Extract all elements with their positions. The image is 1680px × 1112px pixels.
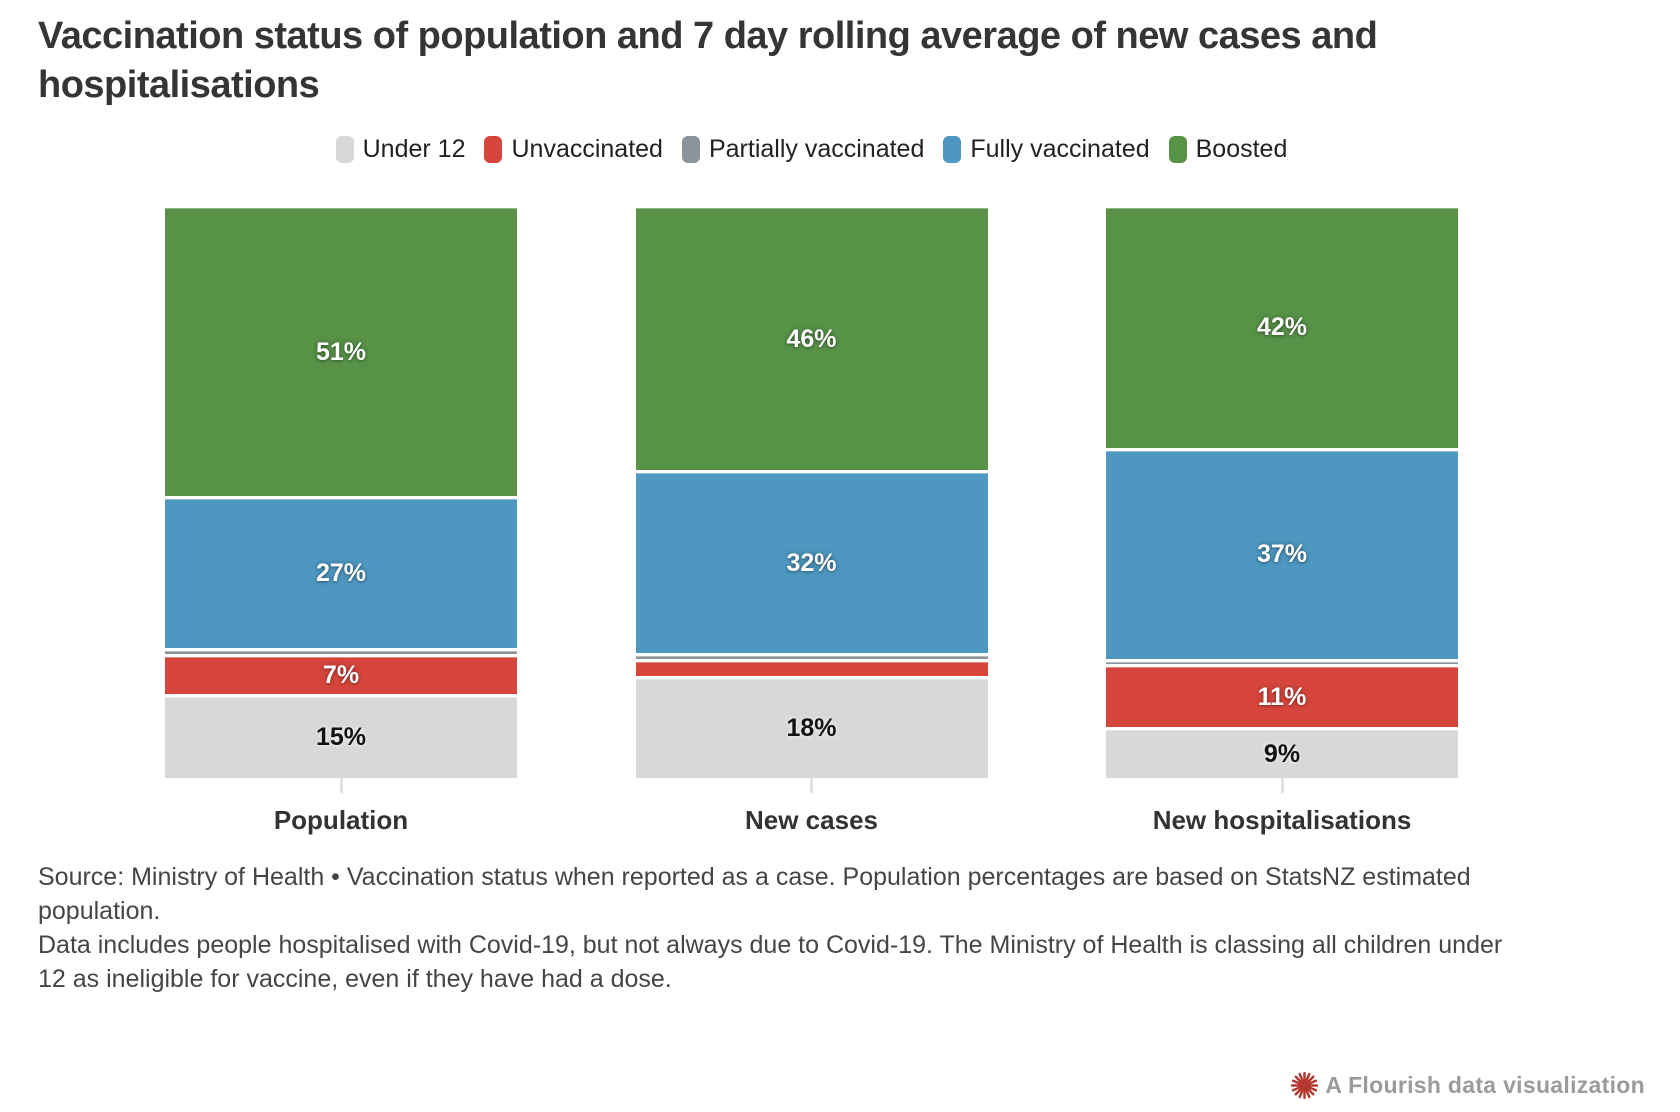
x-axis-row: Population New cases New hospitalisations xyxy=(165,778,1458,836)
axis-slot: Population xyxy=(165,778,517,836)
axis-slot: New hospitalisations xyxy=(1106,778,1458,836)
axis-tick xyxy=(339,778,343,794)
legend-swatch xyxy=(943,136,962,164)
segment-fully-vaccinated[interactable]: 27% xyxy=(165,496,517,649)
flourish-logo-icon xyxy=(1291,1072,1319,1099)
segment-value-label: 42% xyxy=(1256,313,1308,342)
legend-item-unvaccinated[interactable]: Unvaccinated xyxy=(484,135,663,164)
legend-label: Fully vaccinated xyxy=(970,135,1150,164)
segment-fully-vaccinated[interactable]: 32% xyxy=(635,470,988,653)
legend-label: Partially vaccinated xyxy=(708,135,925,164)
bar-population: 51% 27% 7% 15% xyxy=(165,208,517,779)
segment-value-label: 32% xyxy=(786,548,837,577)
segment-value-label: 51% xyxy=(315,337,367,366)
bars-row: 51% 27% 7% 15% 46% 32% 18% 42% 37% 11% 9% xyxy=(165,208,1458,779)
segment-under-12[interactable]: 15% xyxy=(165,693,517,779)
segment-under-12[interactable]: 18% xyxy=(635,675,988,779)
legend-swatch xyxy=(681,136,700,164)
legend-item-boosted[interactable]: Boosted xyxy=(1168,135,1288,164)
axis-slot: New cases xyxy=(636,778,988,836)
legend-item-under-12[interactable]: Under 12 xyxy=(335,135,466,164)
segment-boosted[interactable]: 42% xyxy=(1106,208,1458,448)
segment-fully-vaccinated[interactable]: 37% xyxy=(1106,447,1458,659)
segment-unvaccinated[interactable]: 7% xyxy=(165,654,517,694)
flourish-attribution[interactable]: A Flourish data visualization xyxy=(1291,1072,1645,1099)
legend-label: Unvaccinated xyxy=(511,135,663,164)
segment-partially-vaccinated[interactable] xyxy=(165,648,517,655)
segment-value-label: 15% xyxy=(315,722,367,751)
segment-boosted[interactable]: 46% xyxy=(635,208,988,471)
chart-title: Vaccination status of population and 7 d… xyxy=(38,15,1378,106)
plot-area: 51% 27% 7% 15% 46% 32% 18% 42% 37% 11% 9% Populati… xyxy=(165,208,1458,836)
segment-partially-vaccinated[interactable] xyxy=(635,652,988,659)
source-note: Source: Ministry of Health • Vaccination… xyxy=(38,863,1471,926)
segment-value-label: 18% xyxy=(786,713,837,742)
segment-under-12[interactable]: 9% xyxy=(1106,726,1458,779)
legend-item-partially-vaccinated[interactable]: Partially vaccinated xyxy=(681,135,925,164)
bar-new-hospitalisations: 42% 37% 11% 9% xyxy=(1106,208,1458,779)
segment-value-label: 37% xyxy=(1256,540,1308,569)
segment-unvaccinated[interactable]: 11% xyxy=(1106,664,1458,727)
legend-item-fully-vaccinated[interactable]: Fully vaccinated xyxy=(943,135,1150,164)
legend-label: Under 12 xyxy=(362,135,466,164)
category-label: New cases xyxy=(745,805,878,836)
legend-swatch xyxy=(484,136,503,164)
legend-swatch xyxy=(1168,136,1187,164)
segment-value-label: 9% xyxy=(1263,739,1301,768)
data-note: Data includes people hospitalised with C… xyxy=(38,931,1503,994)
segment-boosted[interactable]: 51% xyxy=(165,208,517,497)
axis-tick xyxy=(1280,778,1284,794)
category-label: New hospitalisations xyxy=(1152,805,1412,836)
footer: Source: Ministry of Health • Vaccination… xyxy=(38,860,1518,996)
segment-value-label: 11% xyxy=(1257,682,1307,711)
legend-label: Boosted xyxy=(1195,135,1288,164)
legend: Under 12 Unvaccinated Partially vaccinated… xyxy=(165,135,1458,164)
category-label: Population xyxy=(273,805,409,836)
axis-tick xyxy=(810,778,813,794)
legend-swatch xyxy=(335,136,354,164)
bar-new-cases: 46% 32% 18% xyxy=(635,208,988,779)
segment-unvaccinated[interactable] xyxy=(635,658,988,676)
segment-partially-vaccinated[interactable] xyxy=(1106,658,1458,665)
segment-value-label: 27% xyxy=(315,559,367,588)
attribution-label: A Flourish data visualization xyxy=(1325,1072,1645,1098)
segment-value-label: 46% xyxy=(786,324,837,353)
segment-value-label: 7% xyxy=(322,660,360,689)
chart-container: Vaccination status of population and 7 d… xyxy=(0,12,1680,1112)
